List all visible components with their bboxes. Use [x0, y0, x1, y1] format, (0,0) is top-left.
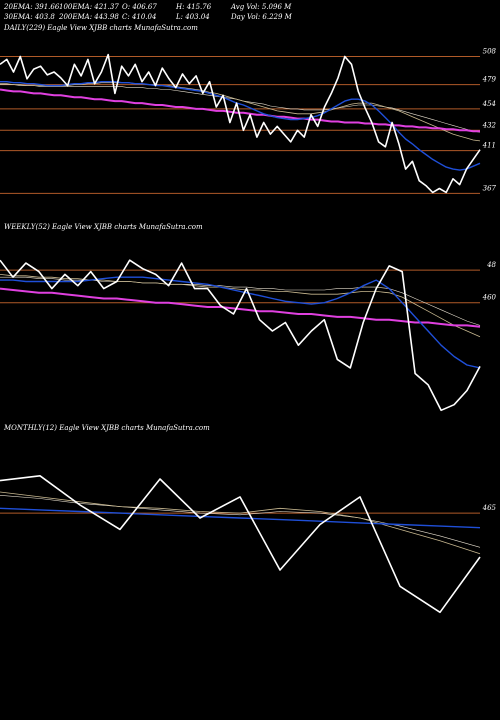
- monthly-ema-tan-line: [0, 491, 481, 555]
- weekly-panel-label: WEEKLY(52) Eagle View XJBB charts Munafa…: [4, 223, 203, 231]
- stat-30ema: 30EMA: 403.8: [4, 13, 55, 21]
- daily-ema-blue-line: [0, 81, 481, 171]
- daily-tick-label-1: 479: [482, 76, 497, 84]
- weekly-tick-label-0: 48: [486, 261, 496, 269]
- weekly-tick-label-1: 460: [482, 294, 497, 302]
- weekly-ema-blue-line: [0, 276, 481, 369]
- daily-ema-tan2-line: [0, 84, 481, 133]
- monthly-price-line: [0, 474, 481, 614]
- monthly-tick-label-0: 465: [482, 504, 497, 512]
- daily-ema-magenta-line: [0, 88, 480, 133]
- stats-row-1: 20EMA: 391.66100EMA: 421.37 O: 406.67 H: 4…: [4, 2, 292, 12]
- weekly-price-line: [0, 259, 481, 412]
- stat-close: C: 410.04: [122, 13, 157, 21]
- daily-tick-label-2: 454: [482, 100, 496, 108]
- daily-price-line: [0, 53, 481, 194]
- weekly-chart: 48 460: [0, 259, 497, 412]
- stats-row-2: 30EMA: 403.8 200EMA: 443.98 C: 410.04 L: 40…: [4, 12, 292, 22]
- stat-100ema: 100EMA: 421.37: [59, 3, 119, 11]
- stat-low: L: 403.04: [176, 13, 210, 21]
- stat-20ema: 20EMA: 391.66: [4, 3, 60, 11]
- daily-tick-label-3: 432: [482, 121, 497, 129]
- monthly-panel-label: MONTHLY(12) Eagle View XJBB charts Munaf…: [4, 424, 210, 432]
- ema-stats-header: 20EMA: 391.66100EMA: 421.37 O: 406.67 H: 4…: [4, 2, 292, 22]
- monthly-ema-tan2-line: [0, 495, 481, 548]
- daily-ema-tan-line: [0, 82, 481, 142]
- monthly-ema-blue-line: [0, 507, 481, 529]
- monthly-chart: 465: [0, 474, 497, 614]
- daily-panel-label: DAILY(229) Eagle View XJBB charts Munafa…: [4, 24, 198, 32]
- stat-avg-vol: Avg Vol: 5.096 M: [231, 3, 292, 11]
- weekly-ema-tan2-line: [0, 276, 481, 326]
- daily-tick-label-4: 411: [482, 142, 496, 150]
- weekly-ema-tan-line: [0, 274, 481, 338]
- weekly-ema-magenta-line: [0, 287, 481, 328]
- stat-high: H: 415.76: [176, 3, 212, 11]
- stat-200ema: 200EMA: 443.98: [59, 13, 119, 21]
- stat-day-vol: Day Vol: 6.229 M: [231, 13, 292, 21]
- stat-open: O: 406.67: [122, 3, 157, 11]
- daily-tick-label-5: 367: [483, 184, 497, 192]
- daily-tick-label-0: 508: [483, 48, 497, 56]
- daily-chart: 508 479 454 432 411 367: [0, 48, 497, 194]
